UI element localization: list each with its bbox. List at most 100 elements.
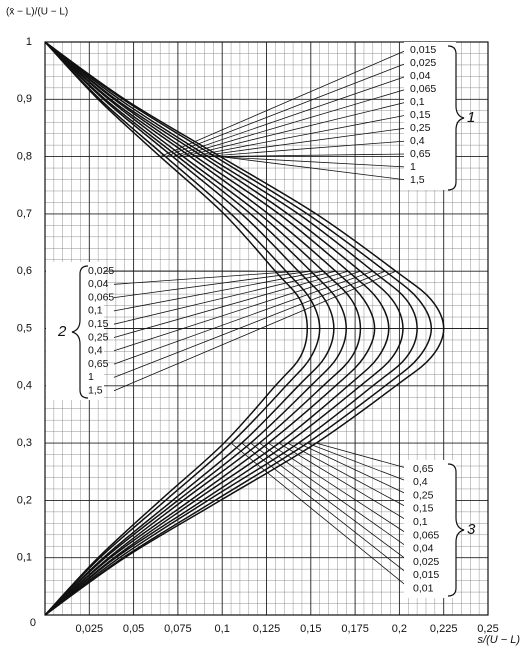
leader-line	[172, 75, 408, 157]
leader-line	[195, 127, 408, 157]
y-tick-label: 0,9	[17, 93, 32, 105]
x-tick-label: 0,225	[430, 623, 458, 635]
y-tick-label: 0,5	[17, 322, 32, 334]
curve-label: 0,4	[88, 345, 103, 357]
x-tick-label: 0,1	[215, 623, 230, 635]
curve	[44, 41, 347, 616]
curve-label: 0,04	[410, 70, 431, 82]
leader-line	[113, 270, 336, 325]
x-tick-label: 0,075	[164, 623, 192, 635]
leader-line	[241, 442, 411, 576]
leader-line	[298, 442, 411, 496]
label-box	[404, 460, 456, 598]
curve-label: 0,4	[410, 135, 425, 147]
y-tick-label: 0,4	[17, 380, 32, 392]
leader-line	[113, 270, 361, 352]
leader-line	[113, 270, 299, 285]
curve-label: 0,25	[410, 122, 431, 134]
x-tick-label: 0,025	[76, 623, 104, 635]
curve	[44, 41, 445, 616]
leader-line	[259, 442, 411, 550]
leader-line	[113, 270, 324, 312]
curve-label: 0,065	[88, 291, 114, 303]
leader-line	[215, 156, 408, 168]
curve	[44, 41, 418, 616]
curve	[44, 41, 309, 616]
y-tick-label: 0,6	[17, 265, 32, 277]
curve-label: 0,1	[88, 305, 103, 317]
leader-line	[250, 442, 411, 563]
curve	[44, 41, 321, 616]
curve-label: 1	[410, 161, 416, 173]
curve-label: 0,015	[410, 44, 436, 56]
y-tick-label: 0,1	[17, 552, 32, 564]
y-tick-label: 1	[26, 36, 32, 48]
curve-label: 0,025	[413, 556, 439, 568]
y-tick-label: 0	[30, 617, 36, 629]
leader-line	[113, 270, 373, 365]
group-marker: 3	[467, 521, 476, 538]
leader-line	[177, 88, 408, 157]
leader-line	[202, 140, 408, 157]
curve	[44, 41, 335, 616]
curve-label: 0,15	[88, 318, 109, 330]
brace	[447, 463, 465, 597]
group-marker: 1	[467, 109, 475, 126]
curve-label: 0,025	[88, 265, 114, 277]
curve-label: 0,025	[410, 57, 436, 69]
leader-line	[113, 270, 311, 298]
curve-label: 0,25	[88, 331, 109, 343]
curve-label: 0,65	[88, 358, 109, 370]
y-tick-label: 0,7	[17, 208, 32, 220]
leader-line	[268, 442, 411, 536]
y-tick-label: 0,3	[17, 437, 32, 449]
leader-line	[165, 62, 408, 157]
curve-label: 0,065	[410, 83, 436, 95]
x-tick-label: 0,15	[300, 623, 321, 635]
leader-line	[220, 156, 408, 181]
x-tick-label: 0,05	[123, 623, 144, 635]
x-tick-label: 0,2	[392, 623, 407, 635]
leader-line	[287, 442, 411, 510]
x-tick-label: 0,175	[341, 623, 369, 635]
curve-label: 0,4	[413, 476, 428, 488]
curve-label: 0,65	[410, 148, 431, 160]
curve-label: 0,04	[88, 278, 109, 290]
brace	[71, 265, 89, 399]
x-tick-label: 0,25	[477, 623, 498, 635]
curve-label: 0,04	[413, 543, 434, 555]
leader-line	[316, 442, 411, 470]
curve-label: 0,1	[413, 516, 428, 528]
group-marker: 2	[57, 323, 67, 340]
leader-line	[278, 442, 411, 523]
leader-line	[307, 442, 411, 483]
plot-frame	[44, 41, 489, 616]
curve-label: 0,65	[413, 463, 434, 475]
curve-label: 0,25	[413, 489, 434, 501]
curve-label: 0,15	[410, 109, 431, 121]
curve-label: 0,15	[413, 503, 434, 515]
leaders	[113, 49, 411, 590]
leader-line	[160, 49, 408, 157]
curve-label: 0,1	[410, 96, 425, 108]
curve-label: 1,5	[410, 174, 425, 186]
leader-line	[113, 270, 386, 378]
y-axis-title: (x̄ − L)/(U − L)	[6, 7, 68, 18]
brace	[447, 45, 465, 191]
leader-line	[190, 114, 408, 157]
curve	[44, 41, 390, 616]
y-tick-label: 0,8	[17, 151, 32, 163]
leader-line	[113, 270, 397, 392]
leader-line	[230, 442, 411, 590]
curve	[44, 41, 362, 616]
curve-label: 1,5	[88, 384, 103, 396]
leader-line	[183, 101, 408, 157]
x-tick-label: 0,125	[253, 623, 281, 635]
label-box	[404, 42, 456, 190]
curves	[44, 41, 445, 616]
leader-line	[208, 153, 408, 157]
curve-label: 0,01	[413, 582, 434, 594]
leader-line	[113, 270, 349, 338]
x-axis-title: s/(U − L)	[478, 634, 521, 646]
